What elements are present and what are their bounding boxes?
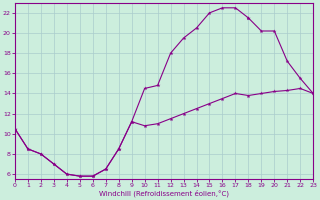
X-axis label: Windchill (Refroidissement éolien,°C): Windchill (Refroidissement éolien,°C)	[99, 190, 229, 197]
